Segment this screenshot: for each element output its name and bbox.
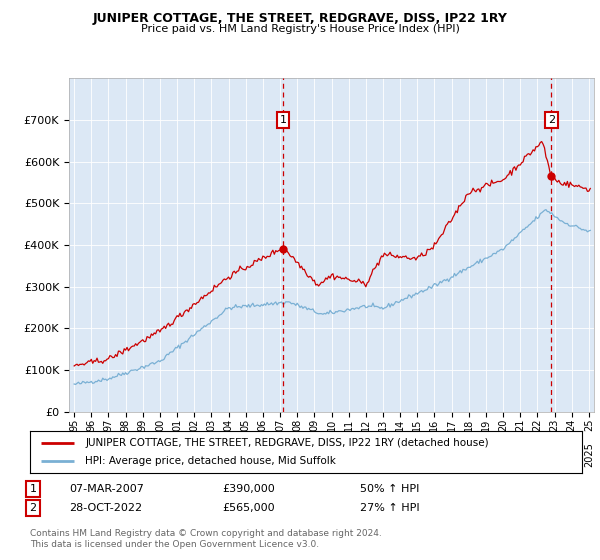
Text: 95: 95 [69,418,79,431]
Text: 27% ↑ HPI: 27% ↑ HPI [360,503,419,513]
Text: 06: 06 [258,418,268,431]
Text: This data is licensed under the Open Government Licence v3.0.: This data is licensed under the Open Gov… [30,540,319,549]
Text: 2023: 2023 [550,442,560,467]
Text: 19: 19 [481,418,491,431]
Text: 05: 05 [241,418,251,431]
Text: 13: 13 [378,418,388,431]
Text: 18: 18 [464,418,474,431]
Text: 1996: 1996 [86,442,97,466]
Text: 03: 03 [206,418,217,431]
Text: 16: 16 [430,418,439,431]
Text: 2025: 2025 [584,442,594,467]
Text: 21: 21 [515,418,525,431]
Text: 17: 17 [446,418,457,431]
Text: 2: 2 [29,503,37,513]
Text: 2001: 2001 [172,442,182,467]
Text: 04: 04 [224,418,233,431]
Text: 24: 24 [566,418,577,431]
Text: 22: 22 [532,418,542,431]
Text: 2000: 2000 [155,442,165,467]
Text: £390,000: £390,000 [222,484,275,494]
Text: 2024: 2024 [566,442,577,467]
Text: 2015: 2015 [412,442,422,467]
Text: 28-OCT-2022: 28-OCT-2022 [69,503,142,513]
Text: 2012: 2012 [361,442,371,467]
Text: 2021: 2021 [515,442,525,467]
Text: HPI: Average price, detached house, Mid Suffolk: HPI: Average price, detached house, Mid … [85,456,336,466]
Text: 1997: 1997 [103,442,113,467]
Text: 98: 98 [121,418,131,431]
Text: 1: 1 [280,115,287,125]
Text: 01: 01 [172,418,182,431]
Text: 15: 15 [412,418,422,431]
Text: 12: 12 [361,418,371,431]
Text: 2005: 2005 [241,442,251,467]
Text: 08: 08 [292,418,302,431]
Text: 00: 00 [155,418,165,431]
Text: 14: 14 [395,418,405,431]
Text: 96: 96 [86,418,97,431]
Text: 09: 09 [310,418,319,431]
Text: 50% ↑ HPI: 50% ↑ HPI [360,484,419,494]
Text: 20: 20 [498,418,508,431]
Text: Contains HM Land Registry data © Crown copyright and database right 2024.: Contains HM Land Registry data © Crown c… [30,529,382,538]
Text: 2009: 2009 [310,442,319,467]
Text: £565,000: £565,000 [222,503,275,513]
Text: 2007: 2007 [275,442,285,467]
Text: 02: 02 [189,418,199,431]
Text: 1999: 1999 [138,442,148,466]
Text: 10: 10 [326,418,337,431]
Text: 2020: 2020 [498,442,508,467]
Text: 2019: 2019 [481,442,491,467]
Text: 11: 11 [344,418,353,431]
Text: 1995: 1995 [69,442,79,467]
Text: 2014: 2014 [395,442,405,467]
Text: 23: 23 [550,418,560,431]
Text: 2018: 2018 [464,442,474,467]
Text: 07: 07 [275,418,285,431]
Text: 97: 97 [103,418,113,431]
Text: 2: 2 [548,115,555,125]
Text: 2004: 2004 [224,442,233,467]
Text: 1998: 1998 [121,442,131,466]
Text: 2013: 2013 [378,442,388,467]
Text: 25: 25 [584,418,594,431]
Text: JUNIPER COTTAGE, THE STREET, REDGRAVE, DISS, IP22 1RY (detached house): JUNIPER COTTAGE, THE STREET, REDGRAVE, D… [85,438,489,448]
Text: 2008: 2008 [292,442,302,467]
Text: 2002: 2002 [189,442,199,467]
Text: 2016: 2016 [430,442,439,467]
Text: 2003: 2003 [206,442,217,467]
Text: 99: 99 [138,418,148,431]
Text: 2011: 2011 [344,442,353,467]
Text: 07-MAR-2007: 07-MAR-2007 [69,484,144,494]
Text: 2010: 2010 [326,442,337,467]
Text: 2022: 2022 [532,442,542,467]
Text: 1: 1 [29,484,37,494]
Text: JUNIPER COTTAGE, THE STREET, REDGRAVE, DISS, IP22 1RY: JUNIPER COTTAGE, THE STREET, REDGRAVE, D… [92,12,508,25]
Text: 2006: 2006 [258,442,268,467]
Text: Price paid vs. HM Land Registry's House Price Index (HPI): Price paid vs. HM Land Registry's House … [140,24,460,34]
Text: 2017: 2017 [446,442,457,467]
